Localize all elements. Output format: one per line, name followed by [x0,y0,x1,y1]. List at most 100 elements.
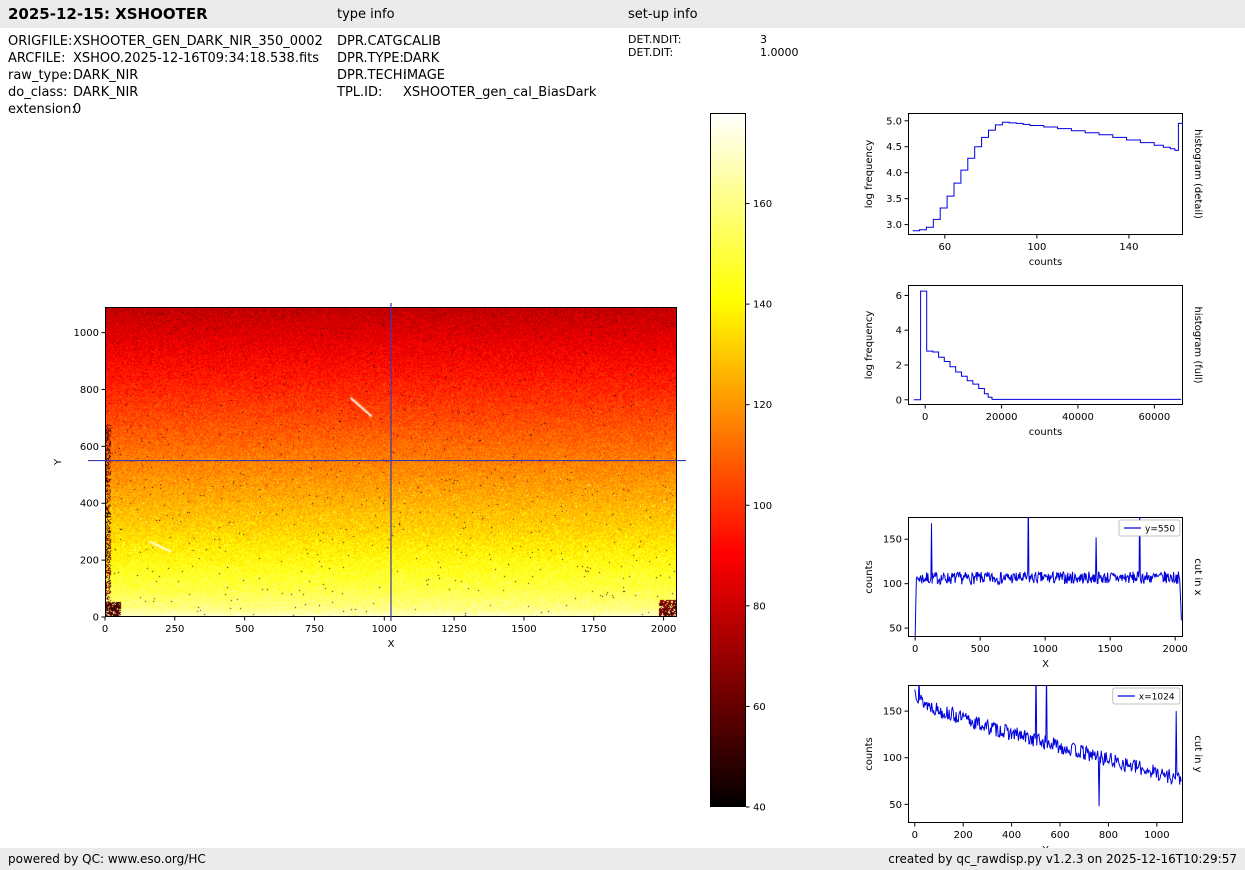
svg-text:140: 140 [753,300,772,311]
colorbar: 406080100120140160 [710,113,746,807]
meta-row-det-dit: DET.DIT:1.0000 [628,46,799,59]
svg-text:log frequency: log frequency [864,140,875,209]
svg-text:80: 80 [753,601,766,612]
svg-text:histogram (full): histogram (full) [1192,306,1203,383]
svg-text:0: 0 [102,624,108,635]
svg-text:5.0: 5.0 [886,116,902,127]
svg-text:2: 2 [896,361,902,372]
svg-text:counts: counts [1029,427,1062,438]
meta-label: DPR.CATG: [337,34,403,49]
meta-value: CALIB [403,34,441,49]
svg-text:cut in x: cut in x [1192,558,1203,595]
meta-row-do-class: do_class:DARK_NIR [8,85,138,100]
svg-text:500: 500 [971,644,990,655]
svg-text:log frequency: log frequency [864,311,875,380]
svg-text:1000: 1000 [1144,830,1169,841]
svg-text:800: 800 [1099,830,1118,841]
svg-text:200: 200 [954,830,973,841]
svg-text:3.0: 3.0 [886,220,902,231]
svg-text:160: 160 [753,199,772,210]
meta-row-dpr-tech: DPR.TECH:IMAGE [337,68,445,83]
svg-text:4.0: 4.0 [886,168,902,179]
svg-text:800: 800 [80,385,99,396]
svg-text:100: 100 [753,501,772,512]
meta-value: 0 [73,102,81,117]
svg-text:histogram (detail): histogram (detail) [1192,129,1203,219]
svg-text:0: 0 [896,395,902,406]
meta-value: DARK [403,51,439,66]
svg-text:0: 0 [922,412,928,423]
svg-text:150: 150 [883,707,902,718]
cut_y-svg: 0200400600800100050100150Ycountscut in y… [908,685,1183,823]
svg-text:100: 100 [883,753,902,764]
page-title: 2025-12-15: XSHOOTER [8,5,208,23]
svg-text:60: 60 [938,242,951,253]
svg-text:4: 4 [896,326,902,337]
header-bar: 2025-12-15: XSHOOTER type info set-up in… [0,0,1245,28]
meta-label: ORIGFILE: [8,34,73,49]
footer-qc-link[interactable]: powered by QC: www.eso.org/HC [8,852,206,866]
svg-text:1250: 1250 [441,624,466,635]
svg-text:y=550: y=550 [1145,525,1175,535]
svg-text:X: X [1042,659,1049,670]
svg-text:1500: 1500 [511,624,536,635]
meta-row-dpr-type: DPR.TYPE:DARK [337,51,439,66]
svg-text:2000: 2000 [651,624,676,635]
footer-bar: powered by QC: www.eso.org/HC created by… [0,848,1245,870]
svg-text:counts: counts [864,737,875,770]
meta-label: DPR.TYPE: [337,51,403,66]
svg-text:600: 600 [1050,830,1069,841]
svg-text:1000: 1000 [74,328,99,339]
meta-label: DET.NDIT: [628,33,760,46]
svg-text:100: 100 [883,579,902,590]
meta-value: DARK_NIR [73,85,138,100]
hist_full-svg: 02000040000600000246countslog frequencyh… [908,285,1183,405]
svg-text:1500: 1500 [1097,644,1122,655]
svg-text:Y: Y [53,458,64,466]
svg-text:750: 750 [305,624,324,635]
svg-text:50: 50 [889,800,902,811]
svg-text:0: 0 [912,830,918,841]
svg-text:x=1024: x=1024 [1139,693,1175,703]
meta-label: TPL.ID: [337,85,403,100]
svg-text:20000: 20000 [986,412,1018,423]
qc-report-page: 2025-12-15: XSHOOTER type info set-up in… [0,0,1245,870]
footer-created-by: created by qc_rawdisp.py v1.2.3 on 2025-… [888,852,1237,866]
colorbar-axis: 406080100120140160 [710,113,746,807]
meta-row-origfile: ORIGFILE:XSHOOTER_GEN_DARK_NIR_350_0002 [8,34,323,49]
svg-text:0: 0 [93,613,99,624]
svg-text:120: 120 [753,400,772,411]
meta-label: do_class: [8,85,73,100]
meta-value: 3 [760,33,767,46]
detector-image-plot: 0250500750100012501500175020000200400600… [105,307,677,617]
meta-row-raw-type: raw_type:DARK_NIR [8,68,138,83]
meta-label: ARCFILE: [8,51,73,66]
svg-text:100: 100 [1027,242,1046,253]
meta-value: XSHOO.2025-12-16T09:34:18.538.fits [73,51,319,66]
meta-row-dpr-catg: DPR.CATG:CALIB [337,34,441,49]
cut-in-y-plot: 0200400600800100050100150Ycountscut in y… [908,685,1183,823]
meta-row-tpl-id: TPL.ID:XSHOOTER_gen_cal_BiasDark [337,85,596,100]
svg-text:1000: 1000 [372,624,397,635]
svg-text:2000: 2000 [1162,644,1187,655]
hist_detail-svg: 601001403.03.54.04.55.0countslog frequen… [908,113,1183,235]
cut-in-x-plot: 050010001500200050100150Xcountscut in xy… [908,517,1183,637]
meta-label: DPR.TECH: [337,68,403,83]
image_main-svg: 0250500750100012501500175020000200400600… [105,307,677,617]
type-info-heading: type info [337,7,395,22]
meta-row-extension: extension:0 [8,102,81,117]
svg-text:150: 150 [883,535,902,546]
svg-text:6: 6 [896,291,902,302]
histogram-detail-plot: 601001403.03.54.04.55.0countslog frequen… [908,113,1183,235]
svg-text:X: X [388,639,395,650]
meta-value: 1.0000 [760,46,799,59]
svg-text:4.5: 4.5 [886,142,902,153]
svg-text:40000: 40000 [1062,412,1094,423]
meta-value: XSHOOTER_GEN_DARK_NIR_350_0002 [73,34,323,49]
svg-text:1000: 1000 [1032,644,1057,655]
svg-text:counts: counts [1029,257,1062,268]
svg-text:200: 200 [80,556,99,567]
meta-label: extension: [8,102,73,117]
svg-text:60: 60 [753,702,766,713]
svg-text:counts: counts [864,560,875,593]
